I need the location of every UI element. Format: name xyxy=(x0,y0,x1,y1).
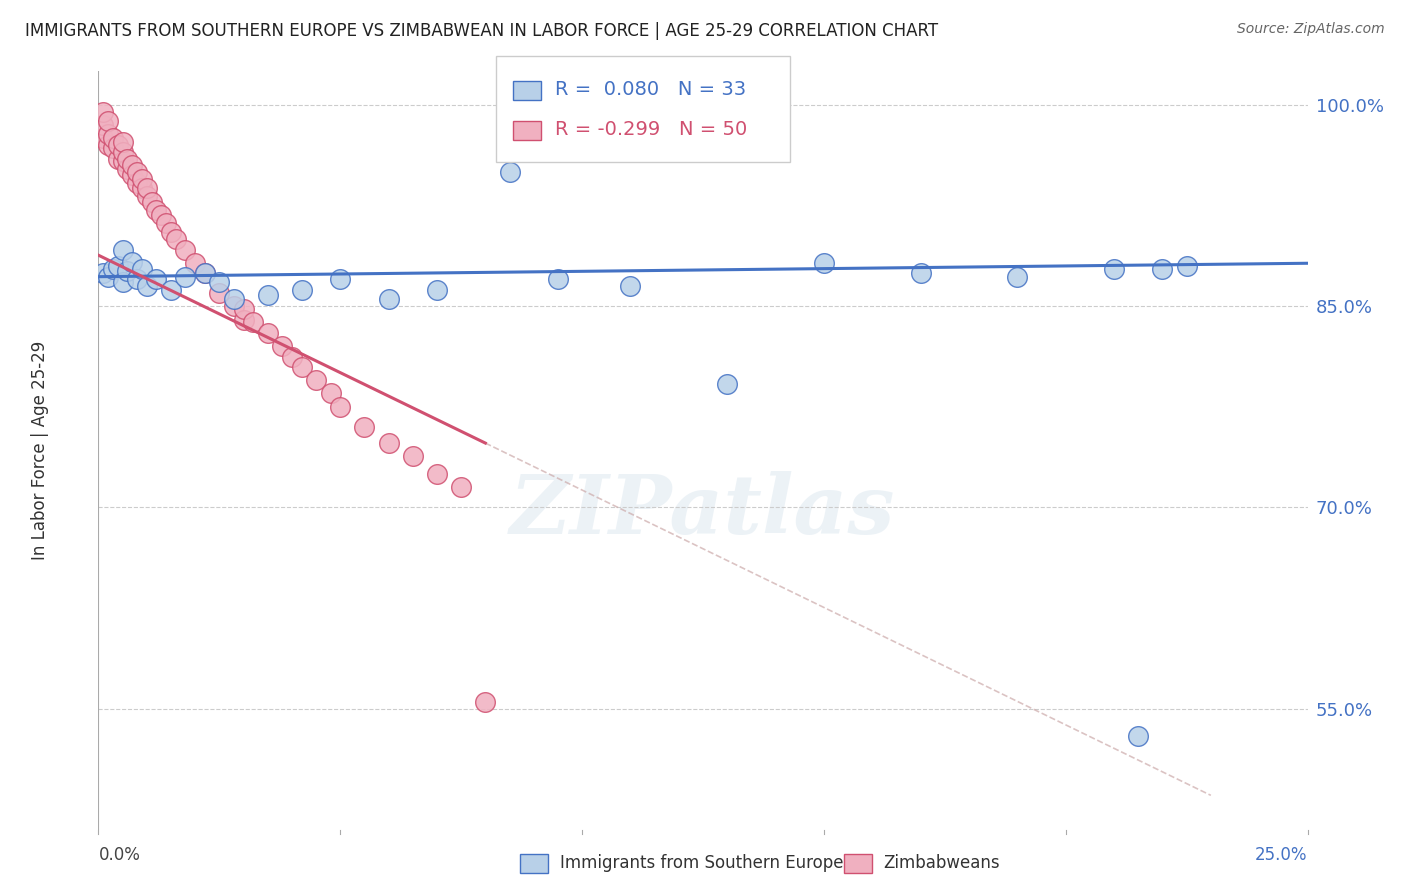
Point xyxy=(1102,261,1125,276)
Point xyxy=(305,373,328,387)
Text: 0.0%: 0.0% xyxy=(98,846,141,863)
Point xyxy=(377,293,399,307)
Point xyxy=(97,128,120,142)
Point xyxy=(101,131,124,145)
Point xyxy=(271,339,294,353)
Point xyxy=(208,285,231,300)
Point xyxy=(141,194,163,209)
Point xyxy=(131,181,153,195)
Point xyxy=(165,232,187,246)
Text: Immigrants from Southern Europe: Immigrants from Southern Europe xyxy=(560,855,844,872)
Point xyxy=(111,145,134,159)
Point xyxy=(290,283,312,297)
Point xyxy=(1152,261,1174,276)
Text: In Labor Force | Age 25-29: In Labor Force | Age 25-29 xyxy=(31,341,49,560)
Point xyxy=(194,266,217,280)
Point xyxy=(619,279,641,293)
Point xyxy=(256,326,278,340)
Point xyxy=(222,299,245,313)
Point xyxy=(1128,729,1150,743)
Point xyxy=(135,181,157,195)
Point xyxy=(402,450,425,464)
Point xyxy=(450,480,472,494)
Point xyxy=(91,104,114,119)
Point xyxy=(127,165,149,179)
Point xyxy=(160,283,183,297)
Text: 25.0%: 25.0% xyxy=(1256,846,1308,863)
Point xyxy=(111,243,134,257)
Point xyxy=(329,400,352,414)
Point xyxy=(222,293,245,307)
Point xyxy=(135,189,157,203)
Point xyxy=(242,315,264,329)
Text: Zimbabweans: Zimbabweans xyxy=(883,855,1000,872)
Point xyxy=(97,138,120,153)
Point xyxy=(107,259,129,273)
Point xyxy=(107,152,129,166)
Text: ZIPatlas: ZIPatlas xyxy=(510,471,896,551)
Point xyxy=(91,118,114,132)
Point xyxy=(184,256,207,270)
Point xyxy=(910,266,932,280)
Point xyxy=(281,350,304,364)
Point xyxy=(117,162,139,177)
Point xyxy=(91,131,114,145)
Point xyxy=(232,301,254,316)
Point xyxy=(498,165,520,179)
Point xyxy=(377,436,399,450)
Point xyxy=(547,272,569,286)
Point xyxy=(813,256,835,270)
Point xyxy=(1175,259,1198,273)
Point xyxy=(135,279,157,293)
Point xyxy=(426,467,449,481)
Text: IMMIGRANTS FROM SOUTHERN EUROPE VS ZIMBABWEAN IN LABOR FORCE | AGE 25-29 CORRELA: IMMIGRANTS FROM SOUTHERN EUROPE VS ZIMBA… xyxy=(25,22,938,40)
Text: R =  0.080   N = 33: R = 0.080 N = 33 xyxy=(555,79,747,99)
Point xyxy=(111,154,134,169)
Point xyxy=(111,136,134,150)
Point xyxy=(97,114,120,128)
Point xyxy=(232,312,254,326)
Point xyxy=(174,243,197,257)
Point xyxy=(127,176,149,190)
Point xyxy=(150,208,173,222)
Point xyxy=(145,202,167,217)
Point xyxy=(121,255,143,269)
Point xyxy=(101,141,124,155)
Text: Source: ZipAtlas.com: Source: ZipAtlas.com xyxy=(1237,22,1385,37)
Point xyxy=(208,275,231,289)
Point xyxy=(131,261,153,276)
Point xyxy=(131,171,153,186)
Point xyxy=(319,386,342,401)
Point xyxy=(290,359,312,374)
Point xyxy=(329,272,352,286)
Point xyxy=(107,138,129,153)
Point xyxy=(426,283,449,297)
Point xyxy=(474,695,496,709)
Point xyxy=(256,288,278,302)
Point xyxy=(121,168,143,182)
Point xyxy=(155,216,177,230)
Point xyxy=(716,377,738,392)
Point xyxy=(194,266,217,280)
Point xyxy=(160,226,183,240)
Point xyxy=(145,272,167,286)
Text: R = -0.299   N = 50: R = -0.299 N = 50 xyxy=(555,120,748,139)
Point xyxy=(127,272,149,286)
Point xyxy=(91,266,114,280)
Point xyxy=(97,269,120,284)
Point xyxy=(1007,269,1029,284)
Point xyxy=(111,275,134,289)
Point xyxy=(121,158,143,172)
Point xyxy=(117,264,139,278)
Point xyxy=(117,152,139,166)
Point xyxy=(101,261,124,276)
Point xyxy=(174,269,197,284)
Point xyxy=(353,420,375,434)
